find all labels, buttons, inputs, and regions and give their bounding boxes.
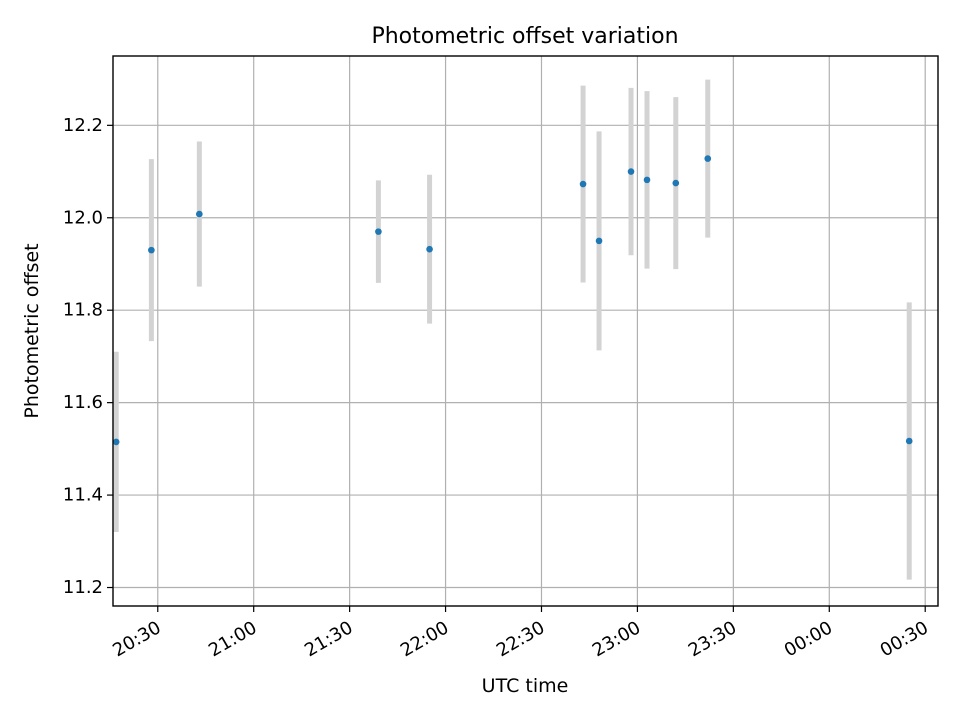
data-point xyxy=(426,245,433,253)
plot-frame xyxy=(112,55,939,607)
y-axis-label: Photometric offset xyxy=(21,243,43,418)
data-point xyxy=(643,176,651,184)
y-tick-label: 11.6 xyxy=(63,392,103,413)
data-point xyxy=(196,210,203,218)
y-tick-label: 11.8 xyxy=(63,300,103,321)
data-point xyxy=(627,168,635,175)
data-point xyxy=(112,438,120,446)
y-tick-label: 12.0 xyxy=(63,207,103,228)
data-point xyxy=(595,237,603,245)
data-point xyxy=(148,246,155,254)
y-tick-label: 11.2 xyxy=(63,577,103,598)
x-axis-label: UTC time xyxy=(482,675,569,697)
data-point xyxy=(375,228,382,235)
data-point xyxy=(579,180,587,188)
y-tick-label: 11.4 xyxy=(63,485,103,506)
data-point xyxy=(672,179,680,187)
data-point xyxy=(704,155,712,162)
marker-layer xyxy=(112,155,913,446)
data-point xyxy=(905,437,913,445)
chart-title: Photometric offset variation xyxy=(371,24,678,49)
y-tick-label: 12.2 xyxy=(63,115,103,136)
grid-layer xyxy=(113,56,938,606)
